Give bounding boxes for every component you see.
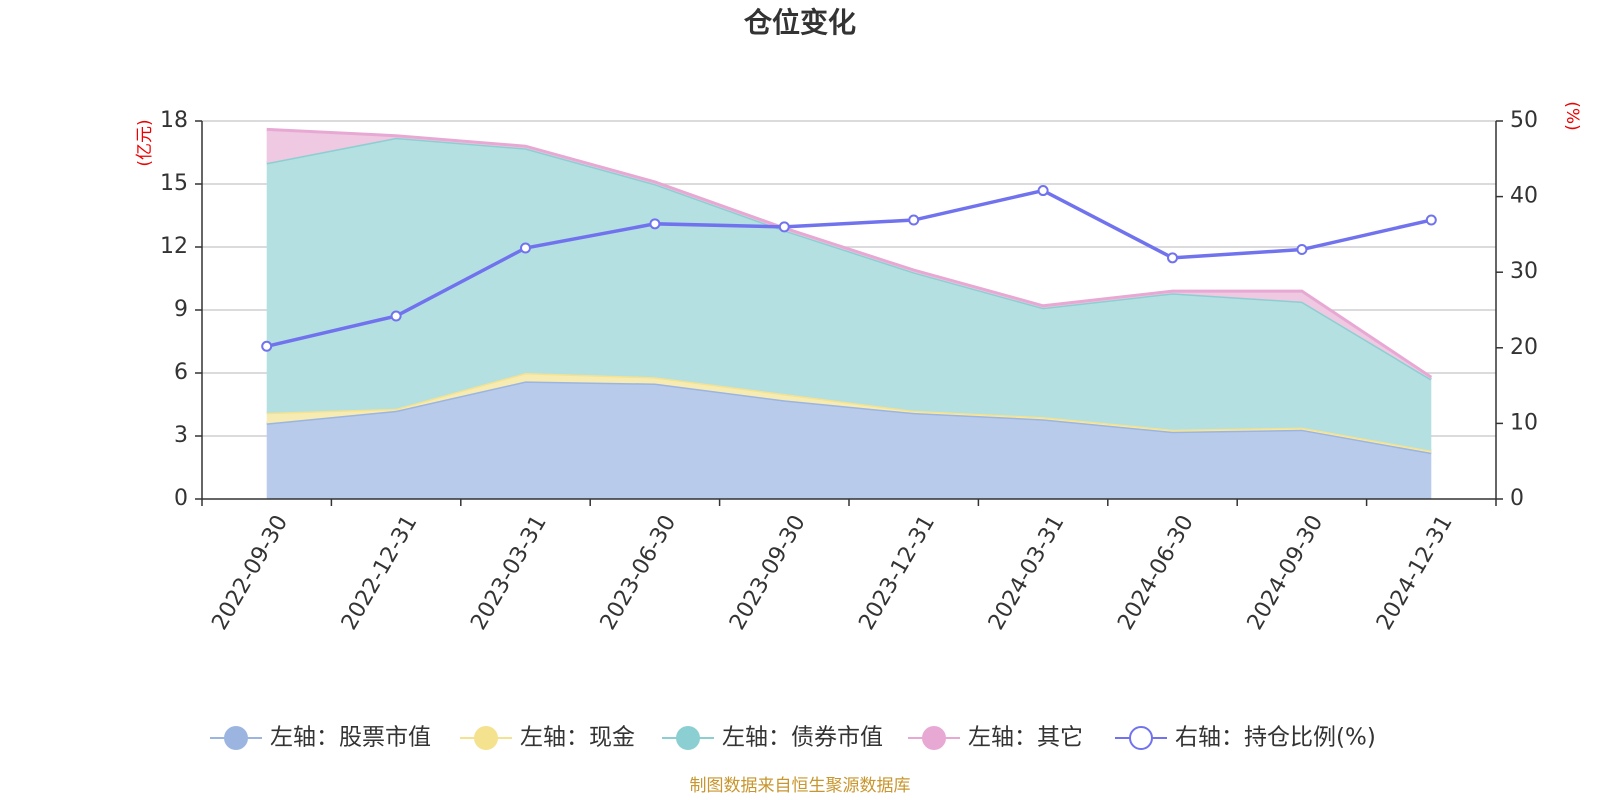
- ratio-line-point: [520, 242, 531, 254]
- x-axis-tick-label: 2023-12-31: [854, 511, 940, 634]
- right-axis-tick-label: 50: [1510, 108, 1538, 133]
- stacked-areas: [266, 127, 1433, 499]
- ratio-line-point: [908, 214, 920, 226]
- legend-marker: [1129, 726, 1153, 750]
- x-axis-tick-label: 2023-03-31: [466, 511, 552, 634]
- legend-label: 左轴：其它: [968, 725, 1083, 751]
- x-axis-tick-label: 2024-09-30: [1243, 511, 1329, 634]
- chart-title: 仓位变化: [744, 6, 856, 39]
- ratio-line: [261, 185, 1437, 352]
- area-series-3: [266, 137, 1432, 451]
- right-axis-unit: (%): [1562, 101, 1582, 130]
- legend-label: 左轴：股票市值: [270, 725, 431, 751]
- x-axis-tick-label: 2023-09-30: [725, 511, 811, 634]
- legend-item-5: 右轴：持仓比例(%): [1115, 725, 1376, 751]
- ratio-line-point: [778, 221, 790, 233]
- legend: 左轴：股票市值 左轴：现金 左轴：债券市值 左轴：其它 右轴：持仓比例(%): [210, 725, 1376, 751]
- x-axis-tick-label: 2024-06-30: [1113, 511, 1199, 634]
- left-axis-tick-label: 6: [174, 360, 188, 385]
- data-source-note: 制图数据来自恒生聚源数据库: [690, 776, 911, 796]
- ratio-line-point: [1167, 252, 1178, 264]
- right-axis-tick-label: 20: [1510, 335, 1538, 360]
- legend-label: 左轴：现金: [520, 725, 635, 751]
- x-axis-tick-label: 2024-03-31: [984, 511, 1070, 634]
- left-axis-tick-label: 3: [174, 423, 188, 448]
- legend-item-4: 左轴：其它: [908, 725, 1083, 751]
- ratio-line-path: [266, 188, 1432, 348]
- x-axis-tick-label: 2024-12-31: [1372, 511, 1458, 634]
- left-axis-tick-label: 18: [160, 108, 188, 133]
- ratio-line-point: [390, 310, 402, 322]
- left-axis-tick-label: 15: [160, 171, 188, 196]
- legend-item-3: 左轴：债券市值: [662, 725, 883, 751]
- left-axis-unit: (亿元): [135, 119, 155, 166]
- legend-label: 左轴：债券市值: [722, 725, 883, 751]
- area-series-edge-4: [266, 127, 1433, 379]
- x-axis-tick-label: 2023-06-30: [596, 511, 682, 634]
- right-axis-tick-label: 10: [1510, 410, 1538, 435]
- legend-item-2: 左轴：现金: [460, 725, 635, 751]
- right-axis-tick-label: 0: [1510, 486, 1524, 511]
- ratio-line-point: [1296, 244, 1308, 256]
- area-series-1: [266, 381, 1432, 499]
- ratio-line-point: [1037, 185, 1049, 197]
- x-axis-tick-label: 2022-12-31: [337, 511, 423, 634]
- legend-item-1: 左轴：股票市值: [210, 725, 431, 751]
- legend-marker: [676, 726, 700, 750]
- left-axis-tick-label: 0: [174, 486, 188, 511]
- legend-label: 右轴：持仓比例(%): [1175, 725, 1376, 751]
- x-axis-tick-label: 2022-09-30: [207, 511, 293, 634]
- ratio-line-point: [261, 340, 273, 352]
- left-axis-tick-label: 12: [160, 234, 188, 259]
- right-axis-tick-label: 40: [1510, 184, 1538, 209]
- ratio-line-point: [1425, 214, 1437, 226]
- legend-marker: [474, 726, 498, 750]
- legend-marker: [922, 726, 946, 750]
- legend-marker: [224, 726, 248, 750]
- right-axis-tick-label: 30: [1510, 259, 1538, 284]
- left-axis-tick-label: 9: [174, 297, 188, 322]
- ratio-line-point: [649, 218, 661, 230]
